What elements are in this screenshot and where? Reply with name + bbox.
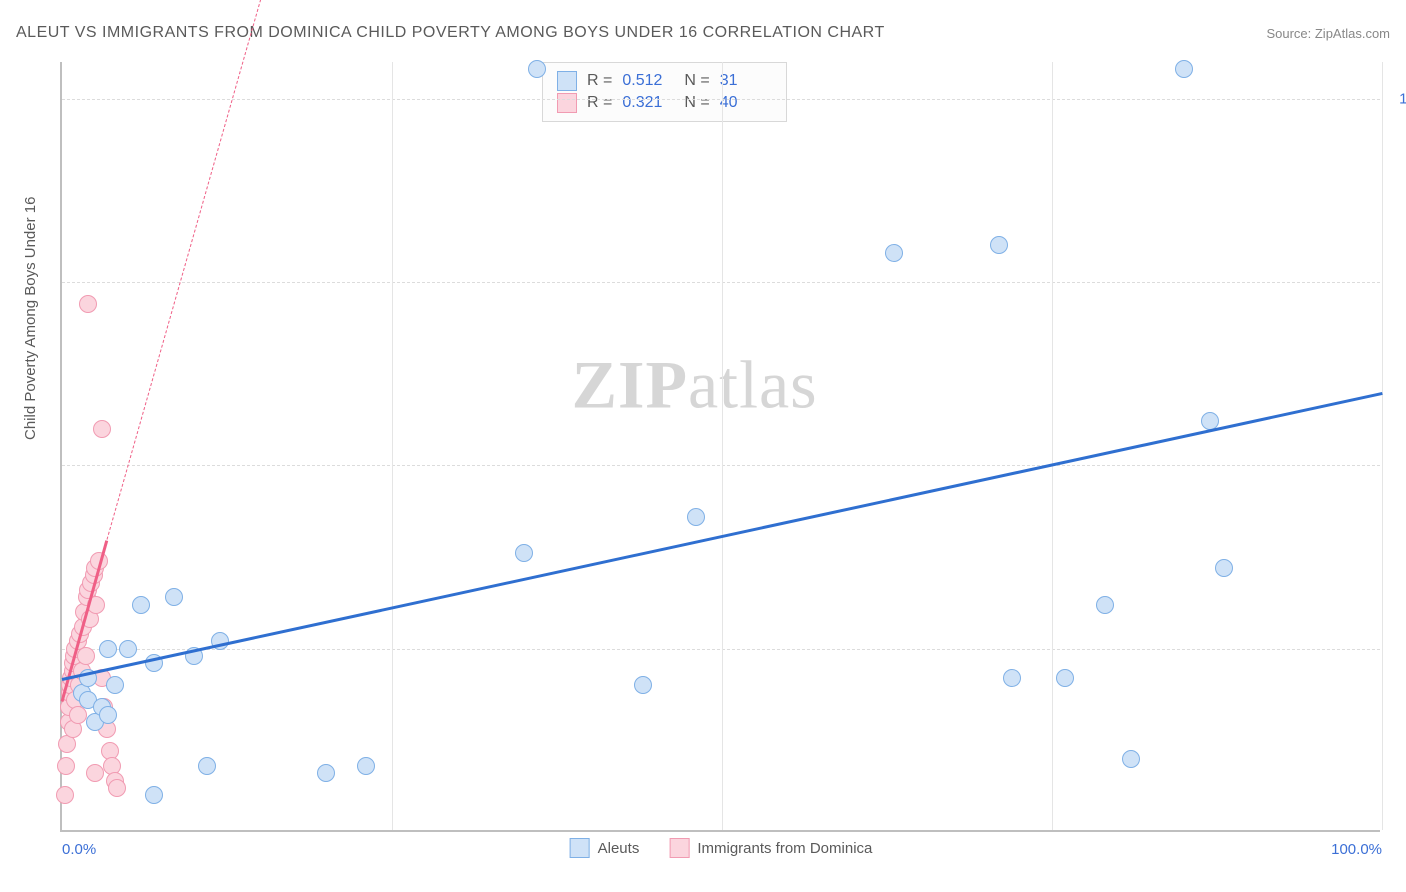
gridline-v: [1382, 62, 1383, 830]
gridline-h: [62, 649, 1380, 650]
chart-title: ALEUT VS IMMIGRANTS FROM DOMINICA CHILD …: [16, 24, 885, 42]
swatch-aleuts: [557, 71, 577, 91]
gridline-h: [62, 465, 1380, 466]
data-point: [86, 764, 104, 782]
y-tick-label: 75.0%: [1390, 274, 1406, 291]
series-legend: Aleuts Immigrants from Dominica: [570, 838, 873, 858]
legend-row-b: R = 0.321 N = 40: [557, 93, 772, 113]
trend-line: [106, 0, 326, 539]
legend-item-dominica: Immigrants from Dominica: [669, 838, 872, 858]
gridline-v: [722, 62, 723, 830]
data-point: [132, 596, 150, 614]
data-point: [528, 60, 546, 78]
data-point: [990, 236, 1008, 254]
swatch-aleuts-icon: [570, 838, 590, 858]
data-point: [77, 647, 95, 665]
data-point: [99, 706, 117, 724]
data-point: [317, 764, 335, 782]
data-point: [1056, 669, 1074, 687]
data-point: [119, 640, 137, 658]
data-point: [1175, 60, 1193, 78]
legend-row-a: R = 0.512 N = 31: [557, 71, 772, 91]
x-tick-label: 100.0%: [1331, 841, 1382, 858]
swatch-dominica: [557, 93, 577, 113]
data-point: [108, 779, 126, 797]
scatter-plot: ZIPatlas R = 0.512 N = 31 R = 0.321 N = …: [60, 62, 1380, 832]
data-point: [56, 786, 74, 804]
data-point: [687, 508, 705, 526]
data-point: [106, 676, 124, 694]
y-axis-label: Child Poverty Among Boys Under 16: [22, 197, 39, 440]
gridline-h: [62, 282, 1380, 283]
data-point: [57, 757, 75, 775]
y-tick-label: 25.0%: [1390, 640, 1406, 657]
data-point: [79, 295, 97, 313]
data-point: [1096, 596, 1114, 614]
data-point: [885, 244, 903, 262]
data-point: [1122, 750, 1140, 768]
gridline-h: [62, 99, 1380, 100]
y-tick-label: 100.0%: [1390, 90, 1406, 107]
data-point: [357, 757, 375, 775]
y-tick-label: 50.0%: [1390, 457, 1406, 474]
data-point: [1003, 669, 1021, 687]
data-point: [1215, 559, 1233, 577]
data-point: [145, 786, 163, 804]
data-point: [634, 676, 652, 694]
data-point: [515, 544, 533, 562]
watermark: ZIPatlas: [572, 345, 818, 424]
x-tick-label: 0.0%: [62, 841, 96, 858]
legend-item-aleuts: Aleuts: [570, 838, 640, 858]
data-point: [99, 640, 117, 658]
gridline-v: [1052, 62, 1053, 830]
swatch-dominica-icon: [669, 838, 689, 858]
correlation-legend: R = 0.512 N = 31 R = 0.321 N = 40: [542, 62, 787, 122]
gridline-v: [392, 62, 393, 830]
data-point: [165, 588, 183, 606]
source-attribution: Source: ZipAtlas.com: [1266, 26, 1390, 41]
data-point: [198, 757, 216, 775]
data-point: [93, 420, 111, 438]
